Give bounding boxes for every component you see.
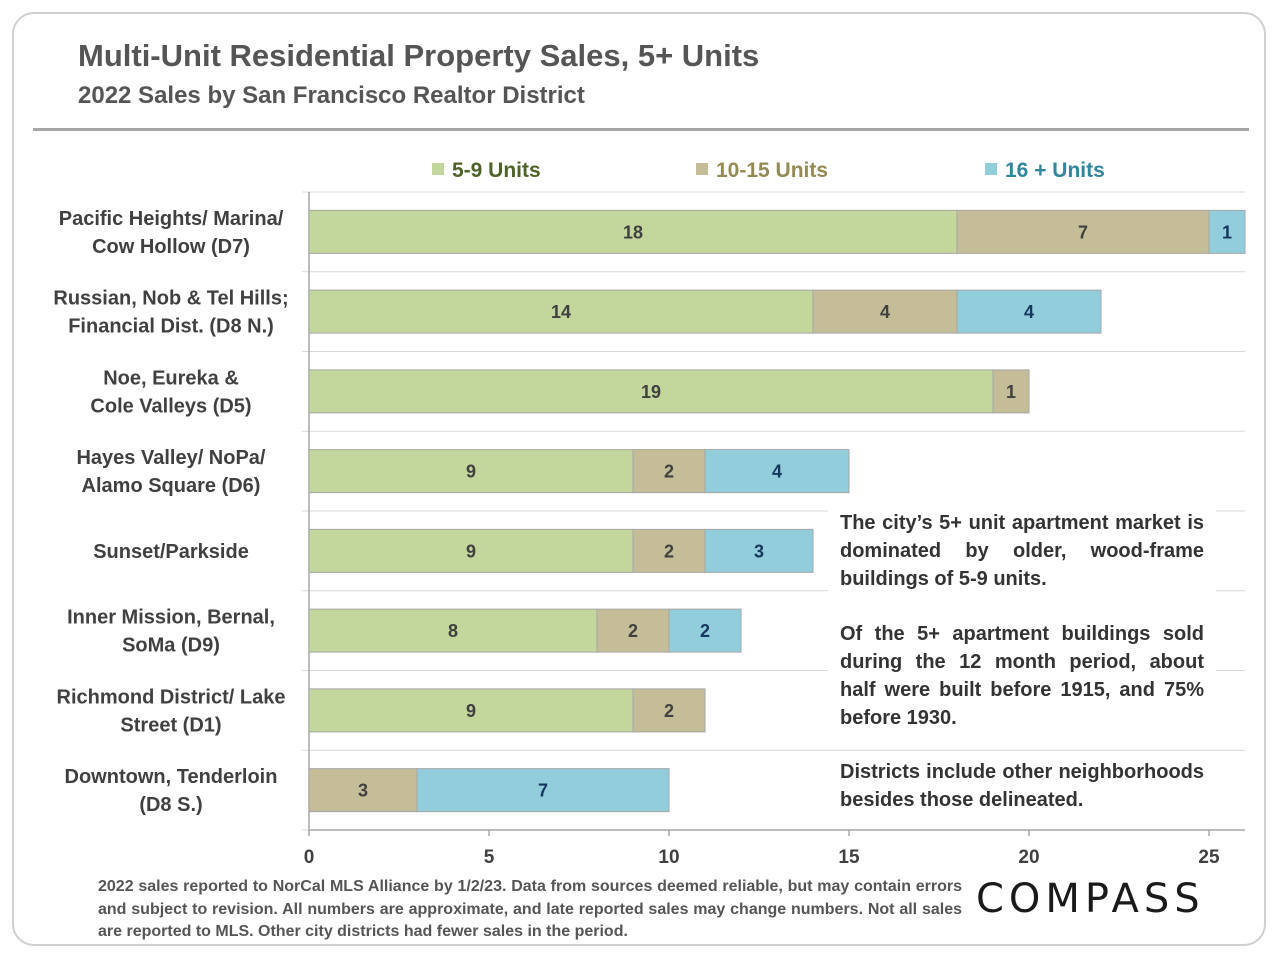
bar-segment: [308, 209, 958, 254]
bar-value-label: 8: [448, 621, 458, 641]
bar-value-label: 2: [664, 541, 674, 561]
bar-segment: [632, 688, 706, 733]
compass-logo: COMPASS: [976, 876, 1205, 922]
bar-segment: [308, 449, 634, 494]
x-tick-label: 25: [1198, 847, 1220, 868]
bar-segment: [956, 289, 1102, 334]
bar-value-label: 1: [1222, 222, 1232, 242]
category-label: Inner Mission, Bernal,: [67, 607, 275, 629]
note-market-summary: The city’s 5+ unit apartment market is d…: [828, 509, 1216, 593]
bar-value-label: 9: [466, 541, 476, 561]
bar-segment: [992, 369, 1030, 414]
x-tick-label: 10: [658, 847, 679, 868]
bar-value-label: 7: [538, 781, 548, 801]
bar-segment: [704, 449, 850, 494]
category-label: Noe, Eureka &: [103, 367, 239, 389]
bar-segment: [668, 608, 742, 653]
bar-segment: [596, 608, 670, 653]
category-label: Russian, Nob & Tel Hills;: [53, 288, 288, 310]
bar-value-label: 2: [628, 621, 638, 641]
bar-segment: [308, 688, 634, 733]
bar-segment: [308, 369, 994, 414]
bar-value-label: 14: [551, 302, 571, 322]
category-label: Financial Dist. (D8 N.): [68, 316, 274, 338]
note-districts: Districts include other neighborhoods be…: [828, 758, 1216, 814]
bar-value-label: 9: [466, 701, 476, 721]
category-label: Sunset/Parkside: [93, 541, 249, 563]
bar-value-label: 4: [880, 302, 890, 322]
category-label: Downtown, Tenderloin: [65, 766, 278, 788]
bar-value-label: 4: [1024, 302, 1034, 322]
note-building-age: Of the 5+ apartment buildings sold durin…: [828, 620, 1216, 732]
category-label: Richmond District/ Lake: [57, 686, 286, 708]
category-label: Cole Valleys (D5): [90, 395, 251, 417]
legend-swatch: [696, 163, 708, 175]
x-tick-label: 0: [304, 847, 315, 868]
bar-value-label: 3: [358, 781, 368, 801]
category-label: SoMa (D9): [122, 635, 220, 657]
bar-segment: [956, 209, 1210, 254]
legend-label: 10-15 Units: [716, 159, 828, 182]
bar-value-label: 9: [466, 462, 476, 482]
category-label: (D8 S.): [139, 794, 202, 816]
legend-label: 16 + Units: [1005, 159, 1105, 182]
legend-swatch: [432, 163, 444, 175]
category-label: Cow Hollow (D7): [92, 236, 250, 258]
chart-subtitle: 2022 Sales by San Francisco Realtor Dist…: [78, 82, 585, 109]
bar-value-label: 2: [664, 462, 674, 482]
bar-segment: [308, 528, 634, 573]
legend-swatch: [985, 163, 997, 175]
bar-segment: [308, 289, 814, 334]
bar-segment: [704, 528, 814, 573]
bar-segment: [812, 289, 958, 334]
bar-segment: [632, 528, 706, 573]
legend-label: 5-9 Units: [452, 159, 541, 182]
bar-value-label: 18: [623, 222, 643, 242]
bar-value-label: 7: [1078, 222, 1088, 242]
bar-segment: [1208, 209, 1246, 254]
bar-value-label: 19: [641, 382, 661, 402]
x-tick-label: 5: [484, 847, 495, 868]
chart-title: Multi-Unit Residential Property Sales, 5…: [78, 38, 760, 73]
bar-value-label: 2: [664, 701, 674, 721]
x-tick-label: 15: [838, 847, 860, 868]
title-divider: [33, 128, 1249, 131]
bar-value-label: 1: [1006, 382, 1016, 402]
category-label: Alamo Square (D6): [82, 475, 261, 497]
footnote: 2022 sales reported to NorCal MLS Allian…: [98, 878, 962, 940]
category-label: Street (D1): [120, 714, 221, 736]
category-label: Hayes Valley/ NoPa/: [76, 447, 265, 469]
bar-value-label: 4: [772, 462, 782, 482]
bar-value-label: 2: [700, 621, 710, 641]
bar-value-label: 3: [754, 541, 764, 561]
bar-segment: [416, 768, 670, 813]
x-tick-label: 20: [1018, 847, 1039, 868]
category-label: Pacific Heights/ Marina/: [59, 208, 284, 230]
